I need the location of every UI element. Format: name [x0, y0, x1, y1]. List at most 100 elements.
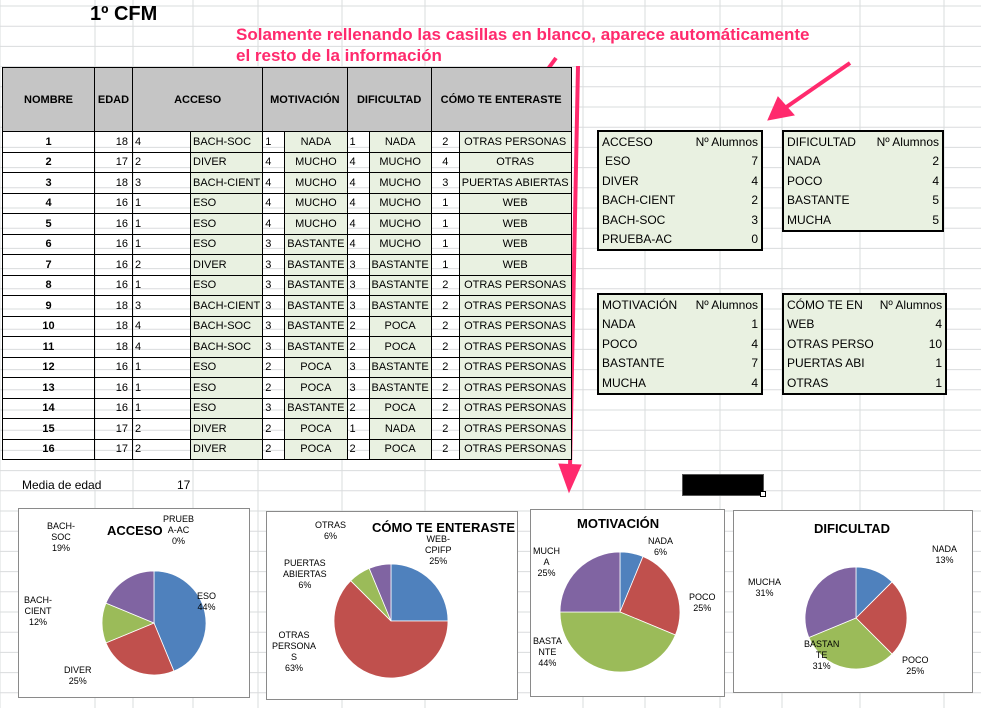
cell-acceso-code[interactable]: 1	[132, 356, 191, 378]
cell-edad[interactable]: 16	[94, 192, 133, 214]
cell-acceso-code[interactable]: 2	[132, 254, 191, 276]
summary-count[interactable]: 5	[932, 193, 939, 208]
cell-dificultad-code[interactable]: 1	[346, 418, 370, 440]
cell-como-code[interactable]: 2	[430, 315, 460, 337]
cell-como-code[interactable]: 4	[430, 151, 460, 173]
cell-dificultad-code[interactable]: 3	[346, 274, 370, 296]
cell-edad[interactable]: 16	[94, 213, 133, 235]
summary-category[interactable]: POCO	[787, 173, 823, 188]
pie-slice[interactable]	[804, 566, 857, 639]
cell-nombre[interactable]: 15	[2, 418, 95, 440]
cell-motivacion-code[interactable]: 3	[262, 336, 286, 358]
cell-nombre[interactable]: 10	[2, 315, 95, 337]
cell-dificultad-code[interactable]: 4	[346, 172, 370, 194]
summary-category-header[interactable]: CÓMO TE EN	[787, 297, 863, 312]
fill-handle[interactable]	[760, 491, 766, 497]
cell-dificultad-code[interactable]: 4	[346, 233, 370, 255]
cell-motivacion-code[interactable]: 1	[262, 131, 286, 153]
cell-acceso-code[interactable]: 1	[132, 377, 191, 399]
summary-count[interactable]: 0	[751, 232, 758, 247]
summary-category[interactable]: MUCHA	[602, 375, 646, 390]
summary-category[interactable]: BACH-CIENT	[602, 193, 676, 208]
summary-category[interactable]: OTRAS PERSO	[787, 336, 874, 351]
cell-dificultad-code[interactable]: 3	[346, 295, 370, 317]
cell-acceso-code[interactable]: 2	[132, 418, 191, 440]
cell-motivacion-code[interactable]: 3	[262, 295, 286, 317]
pie-slice[interactable]	[333, 580, 449, 679]
header-dificultad[interactable]: DIFICULTAD	[346, 67, 432, 132]
cell-edad[interactable]: 18	[94, 172, 133, 194]
summary-count[interactable]: 2	[751, 193, 758, 208]
cell-como-code[interactable]: 1	[430, 213, 460, 235]
summary-count[interactable]: 4	[932, 173, 939, 188]
cell-nombre[interactable]: 13	[2, 377, 95, 399]
cell-dificultad-code[interactable]: 3	[346, 356, 370, 378]
pie-slice[interactable]	[559, 551, 621, 613]
cell-acceso-code[interactable]: 4	[132, 336, 191, 358]
cell-nombre[interactable]: 7	[2, 254, 95, 276]
summary-category[interactable]: NADA	[602, 317, 636, 332]
cell-como-code[interactable]: 2	[430, 336, 460, 358]
cell-motivacion-code[interactable]: 2	[262, 418, 286, 440]
cell-motivacion-code[interactable]: 2	[262, 377, 286, 399]
cell-como-code[interactable]: 2	[430, 377, 460, 399]
summary-count[interactable]: 7	[751, 154, 758, 169]
cell-dificultad-code[interactable]: 2	[346, 336, 370, 358]
header-motivacion[interactable]: MOTIVACIÓN	[262, 67, 348, 132]
cell-dificultad-code[interactable]: 2	[346, 315, 370, 337]
pie-slice[interactable]	[105, 570, 155, 624]
cell-nombre[interactable]: 12	[2, 356, 95, 378]
cell-dificultad-code[interactable]: 4	[346, 213, 370, 235]
cell-acceso-code[interactable]: 1	[132, 233, 191, 255]
cell-como-code[interactable]: 3	[430, 172, 460, 194]
pie-slice[interactable]	[390, 563, 449, 622]
summary-category[interactable]: BACH-SOC	[602, 212, 666, 227]
media-edad-value[interactable]: 17	[177, 478, 191, 492]
cell-acceso-code[interactable]: 1	[132, 397, 191, 419]
cell-dificultad-code[interactable]: 3	[346, 377, 370, 399]
cell-edad[interactable]: 16	[94, 274, 133, 296]
cell-edad[interactable]: 18	[94, 131, 133, 153]
summary-category[interactable]: NADA	[787, 154, 821, 169]
summary-count[interactable]: 1	[751, 317, 758, 332]
cell-dificultad-code[interactable]: 4	[346, 192, 370, 214]
cell-edad[interactable]: 16	[94, 254, 133, 276]
pie-slice[interactable]	[855, 581, 908, 655]
selected-cell[interactable]	[682, 474, 764, 496]
cell-nombre[interactable]: 3	[2, 172, 95, 194]
summary-count[interactable]: 5	[932, 212, 939, 227]
cell-edad[interactable]: 18	[94, 315, 133, 337]
pie-slice[interactable]	[153, 570, 207, 672]
cell-como-code[interactable]: 2	[430, 295, 460, 317]
header-nombre[interactable]: NOMBRE	[2, 67, 95, 132]
cell-nombre[interactable]: 4	[2, 192, 95, 214]
summary-count[interactable]: 7	[751, 356, 758, 371]
cell-motivacion-code[interactable]: 4	[262, 213, 286, 235]
cell-motivacion-code[interactable]: 3	[262, 274, 286, 296]
cell-nombre[interactable]: 14	[2, 397, 95, 419]
cell-dificultad-code[interactable]: 4	[346, 151, 370, 173]
cell-acceso-code[interactable]: 4	[132, 131, 191, 153]
summary-category[interactable]: WEB	[787, 317, 815, 332]
cell-motivacion-code[interactable]: 4	[262, 172, 286, 194]
summary-category[interactable]: OTRAS	[787, 375, 829, 390]
cell-nombre[interactable]: 8	[2, 274, 95, 296]
cell-nombre[interactable]: 5	[2, 213, 95, 235]
cell-nombre[interactable]: 2	[2, 151, 95, 173]
cell-motivacion-code[interactable]: 4	[262, 192, 286, 214]
summary-count[interactable]: 4	[935, 317, 943, 332]
summary-count[interactable]: 4	[751, 375, 758, 390]
chart-motivacion[interactable]: MOTIVACIÓN NADA 6% POCO 25% BASTA NTE 44% MU…	[530, 509, 725, 697]
cell-dificultad-code[interactable]: 2	[346, 397, 370, 419]
cell-acceso-code[interactable]: 1	[132, 192, 191, 214]
summary-category-header[interactable]: DIFICULTAD	[787, 134, 856, 149]
cell-motivacion-code[interactable]: 3	[262, 254, 286, 276]
header-acceso[interactable]: ACCESO	[131, 67, 264, 132]
cell-nombre[interactable]: 11	[2, 336, 95, 358]
pie-slice[interactable]	[808, 617, 893, 670]
cell-acceso-code[interactable]: 2	[132, 438, 191, 460]
cell-motivacion-code[interactable]: 3	[262, 397, 286, 419]
summary-category[interactable]: MUCHA	[787, 212, 831, 227]
cell-edad[interactable]: 16	[94, 397, 133, 419]
cell-acceso-code[interactable]: 3	[132, 172, 191, 194]
